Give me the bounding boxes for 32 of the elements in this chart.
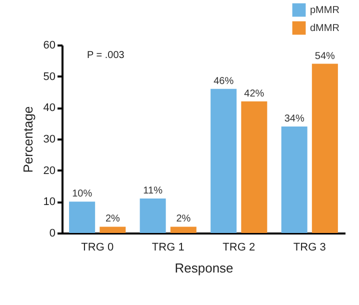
data-label: 46% (214, 76, 234, 87)
bar (241, 101, 268, 233)
x-axis-title: Response (174, 260, 234, 276)
y-tick-label: 10 (43, 196, 56, 208)
x-tick-label: TRG 1 (152, 242, 184, 254)
bar (312, 64, 338, 233)
x-tick-label: TRG 0 (81, 242, 114, 254)
bar (170, 226, 196, 233)
bar (100, 226, 126, 233)
y-tick-label: 30 (43, 134, 56, 146)
data-label: 34% (284, 113, 304, 124)
y-tick-label: 40 (43, 102, 56, 114)
data-label: 10% (72, 188, 92, 200)
y-tick-label: 50 (43, 70, 56, 83)
bar (140, 198, 166, 233)
bar (69, 202, 96, 233)
y-tick-label: 20 (43, 164, 56, 177)
data-label: 11% (143, 186, 163, 197)
data-label: 54% (314, 50, 336, 62)
legend-label: dMMR (310, 23, 340, 34)
bar (210, 88, 237, 233)
data-label: 2% (176, 214, 191, 225)
x-tick-label: TRG 3 (293, 242, 326, 254)
y-tick-label: 0 (49, 228, 56, 240)
data-label: 42% (244, 88, 264, 100)
annotation: P = .003 (87, 50, 125, 61)
bar (281, 126, 308, 233)
legend-label: pMMR (310, 5, 340, 16)
x-tick-label: TRG 2 (222, 242, 256, 254)
y-tick-label: 60 (43, 40, 56, 52)
y-axis-title: Percentage (20, 106, 36, 173)
data-label: 2% (105, 214, 120, 225)
